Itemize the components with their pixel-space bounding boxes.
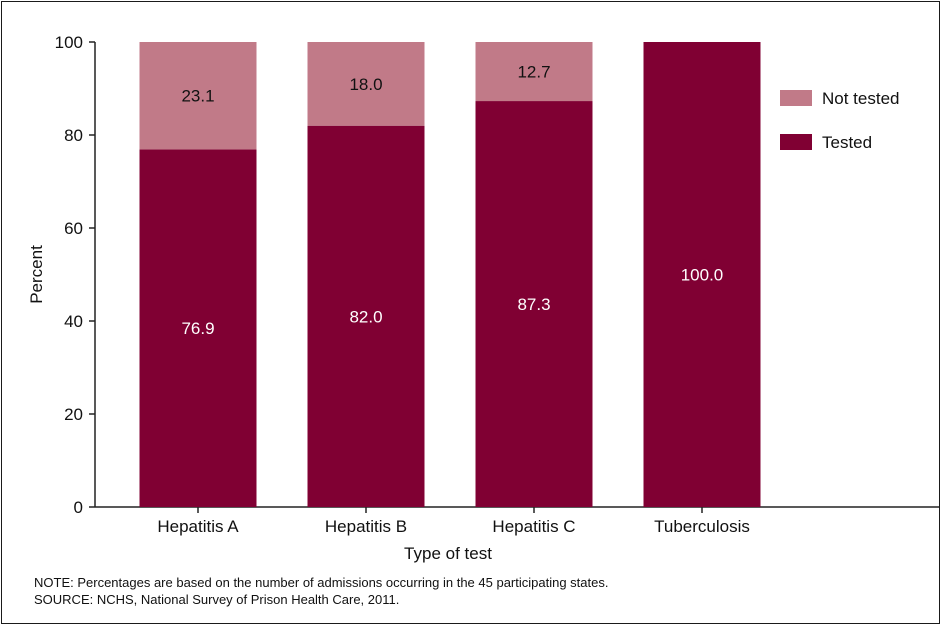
x-tick-label: Tuberculosis: [654, 517, 750, 536]
data-label-tested: 76.9: [181, 319, 214, 338]
y-tick-label: 20: [64, 405, 83, 424]
legend-not-tested-swatch: [780, 90, 812, 106]
data-label-not-tested: 18.0: [349, 75, 382, 94]
y-tick-label: 60: [64, 219, 83, 238]
x-axis-label: Type of test: [404, 544, 492, 563]
footnote-source: SOURCE: NCHS, National Survey of Prison …: [34, 592, 400, 607]
footnote-note: NOTE: Percentages are based on the numbe…: [34, 575, 609, 590]
bar-tested: [475, 101, 593, 508]
bar-not-tested: [139, 42, 257, 150]
bar-tested: [643, 42, 761, 507]
data-label-not-tested: 23.1: [181, 87, 214, 106]
data-label-tested: 87.3: [517, 295, 550, 314]
legend-tested-label: Tested: [822, 133, 872, 152]
data-label-tested: 82.0: [349, 307, 382, 326]
data-label-not-tested: 12.7: [517, 63, 550, 82]
x-tick-label: Hepatitis C: [492, 517, 575, 536]
y-tick-label: 100: [55, 33, 83, 52]
y-tick-label: 80: [64, 126, 83, 145]
x-tick-label: Hepatitis B: [325, 517, 407, 536]
y-tick-label: 40: [64, 312, 83, 331]
y-tick-label: 0: [74, 498, 83, 517]
x-tick-label: Hepatitis A: [157, 517, 239, 536]
bar-tested: [307, 125, 425, 507]
data-label-tested: 100.0: [681, 266, 724, 285]
bar-not-tested: [307, 42, 425, 126]
bar-tested: [139, 149, 257, 508]
y-axis-label: Percent: [27, 245, 46, 304]
legend-not-tested-label: Not tested: [822, 89, 900, 108]
legend-tested-swatch: [780, 134, 812, 150]
bar-not-tested: [475, 42, 593, 102]
